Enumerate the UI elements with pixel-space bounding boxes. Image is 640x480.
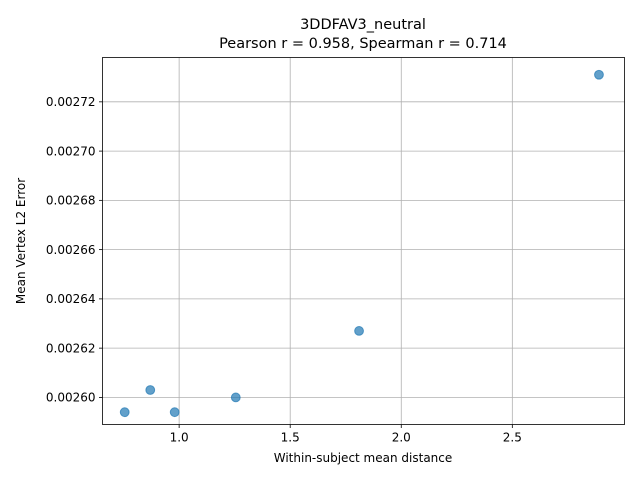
scatter-point [594, 69, 604, 80]
y-axis-label: Mean Vertex L2 Error [14, 178, 28, 304]
plot-area-frame [102, 57, 625, 425]
y-tick-label: 0.00260 [46, 391, 96, 405]
scatter-point [230, 392, 241, 403]
y-axis-ticks: 0.00260 0.00262 0.00264 0.00266 0.00268 0.002… [46, 95, 103, 405]
scatter-point [119, 407, 130, 418]
x-tick-label: 2.5 [503, 431, 522, 445]
y-tick-label: 0.00272 [46, 95, 96, 109]
chart-subtitle: Pearson r = 0.958, Spearman r = 0.714 [219, 36, 507, 52]
y-tick-label: 0.00266 [46, 243, 96, 257]
x-axis-ticks: 1.0 1.5 2.0 2.5 [170, 424, 522, 445]
data-points [119, 69, 604, 418]
y-tick-label: 0.00262 [46, 341, 96, 355]
y-tick-label: 0.00264 [46, 292, 96, 306]
x-tick-label: 1.5 [281, 431, 300, 445]
grid-lines [102, 57, 625, 425]
scatter-point [169, 407, 180, 418]
y-tick-label: 0.00268 [46, 194, 96, 208]
x-tick-label: 2.0 [392, 431, 411, 445]
x-axis-label: Within-subject mean distance [274, 451, 453, 465]
scatter-point [354, 326, 364, 336]
scatter-point [145, 385, 156, 395]
x-tick-label: 1.0 [170, 431, 189, 445]
y-tick-label: 0.00270 [46, 144, 96, 158]
chart-title: 3DDFAV3_neutral [300, 17, 426, 33]
